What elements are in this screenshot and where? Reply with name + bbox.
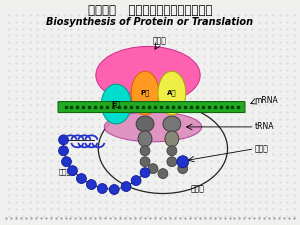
Ellipse shape <box>101 84 131 124</box>
Ellipse shape <box>96 46 200 104</box>
Circle shape <box>177 156 189 168</box>
Ellipse shape <box>131 71 159 115</box>
Circle shape <box>68 166 77 176</box>
Text: 氨基酸: 氨基酸 <box>254 144 268 153</box>
Circle shape <box>58 146 68 156</box>
Text: tRNA: tRNA <box>254 122 274 131</box>
Text: 小亚基: 小亚基 <box>153 36 167 45</box>
Ellipse shape <box>163 116 181 132</box>
Text: 新生肽链: 新生肽链 <box>59 168 76 175</box>
Circle shape <box>97 184 107 194</box>
Ellipse shape <box>136 116 154 132</box>
Circle shape <box>86 180 96 189</box>
Ellipse shape <box>113 91 183 113</box>
Text: mRNA: mRNA <box>254 96 278 105</box>
Circle shape <box>167 157 177 167</box>
Circle shape <box>140 146 150 156</box>
Circle shape <box>121 182 131 191</box>
Circle shape <box>140 168 150 178</box>
Circle shape <box>109 184 119 194</box>
Text: Biosynthesis of Protein or Translation: Biosynthesis of Protein or Translation <box>46 17 253 27</box>
Text: 大亚基: 大亚基 <box>191 184 205 193</box>
Ellipse shape <box>138 131 152 147</box>
Circle shape <box>61 157 71 167</box>
Text: A位: A位 <box>167 90 177 97</box>
Circle shape <box>140 157 150 167</box>
Circle shape <box>76 174 86 184</box>
Ellipse shape <box>158 71 186 115</box>
Ellipse shape <box>165 131 179 147</box>
Circle shape <box>167 146 177 156</box>
Circle shape <box>131 176 141 186</box>
Circle shape <box>158 169 168 179</box>
Text: E位: E位 <box>112 101 121 107</box>
FancyBboxPatch shape <box>58 101 245 112</box>
Circle shape <box>148 164 158 174</box>
Text: 第十三章   蛋白质的生物合成（翻译）: 第十三章 蛋白质的生物合成（翻译） <box>88 4 212 17</box>
Circle shape <box>178 164 188 174</box>
Circle shape <box>58 135 68 145</box>
Text: P位: P位 <box>140 90 150 97</box>
Ellipse shape <box>104 112 202 142</box>
